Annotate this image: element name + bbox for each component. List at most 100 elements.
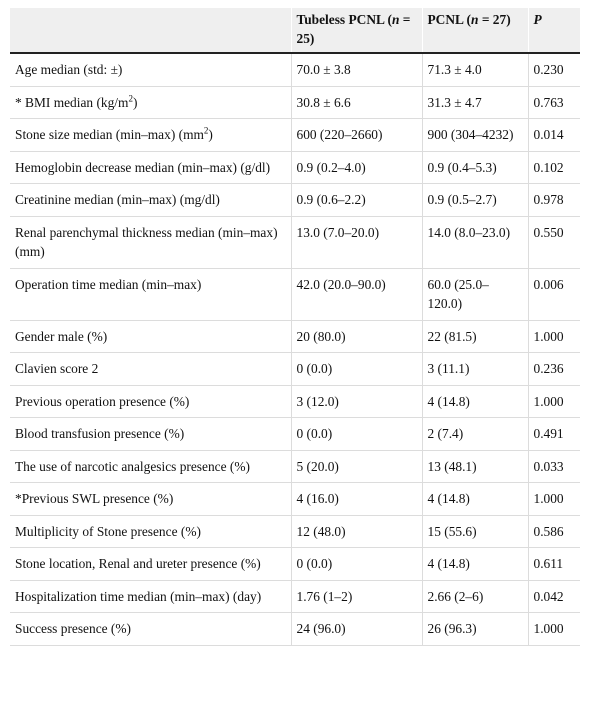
- cell-tubeless-pcnl: 1.76 (1–2): [290, 580, 422, 613]
- cell-tubeless-pcnl: 3 (12.0): [290, 385, 422, 418]
- cell-tubeless-pcnl: 20 (80.0): [290, 320, 422, 353]
- cell-p-value: 1.000: [527, 385, 580, 418]
- cell-pcnl: 14.0 (8.0–23.0): [421, 216, 528, 269]
- cell-p-value: 0.763: [527, 86, 580, 119]
- cell-tubeless-pcnl: 4 (16.0): [290, 482, 422, 516]
- cell-tubeless-pcnl: 0 (0.0): [290, 547, 422, 581]
- row-label-after: ): [208, 127, 213, 142]
- cell-tubeless-pcnl: 5 (20.0): [290, 450, 422, 483]
- cell-pcnl: 4 (14.8): [421, 547, 528, 581]
- row-label-after: ): [132, 94, 138, 110]
- cell-tubeless-pcnl: 0 (0.0): [290, 417, 422, 451]
- header-pcnl-suffix: = 27): [478, 12, 511, 27]
- table-row: Age median (std: ±) 70.0 ± 3.8 71.3 ± 4.0 0…: [10, 53, 580, 87]
- row-label: Age median (std: ±): [10, 53, 291, 87]
- row-label: Blood transfusion presence (%): [10, 417, 291, 451]
- row-label: Stone size median (min–max) (mm2): [10, 118, 291, 152]
- cell-p-value: 0.491: [527, 417, 580, 451]
- cell-p-value: 0.042: [527, 580, 580, 613]
- row-label: Hospitalization time median (min–max) (d…: [10, 580, 291, 613]
- cell-tubeless-pcnl: 0.9 (0.2–4.0): [290, 151, 422, 184]
- cell-tubeless-pcnl: 0.9 (0.6–2.2): [290, 183, 422, 217]
- table-row: * BMI median (kg/m2) 30.8 ± 6.6 31.3 ± 4.7…: [10, 86, 580, 119]
- row-label: Success presence (%): [10, 612, 291, 646]
- row-label-text: *Previous SWL presence (%): [15, 491, 174, 506]
- row-label-superscript: 2: [128, 93, 133, 104]
- table-row: Stone size median (min–max) (mm2) 600 (22…: [10, 118, 580, 152]
- header-pcnl-n: n: [471, 12, 479, 27]
- row-label-text: Hospitalization time median (min–max) (d…: [15, 588, 262, 604]
- cell-pcnl: 0.9 (0.4–5.3): [421, 151, 528, 184]
- comparison-table: Tubeless PCNL (n = 25) PCNL (n = 27) P A…: [10, 8, 580, 646]
- cell-p-value: 0.550: [527, 216, 580, 269]
- row-label: Gender male (%): [10, 320, 291, 353]
- cell-p-value: 1.000: [527, 612, 580, 646]
- row-label: Renal parenchymal thickness median (min–…: [10, 216, 291, 269]
- row-label-text: The use of narcotic analgesics presence …: [15, 458, 250, 474]
- header-tubeless-n: n: [392, 12, 400, 27]
- header-tubeless-prefix: Tubeless PCNL (: [296, 12, 393, 27]
- row-label-text: Stone size median (min–max) (mm: [15, 127, 204, 142]
- row-label-text: Blood transfusion presence (%): [15, 426, 185, 441]
- cell-tubeless-pcnl: 600 (220–2660): [290, 118, 422, 152]
- table-row: Stone location, Renal and ureter presenc…: [10, 547, 580, 581]
- table-row: Clavien score 2 0 (0.0) 3 (11.1) 0.236: [10, 352, 580, 386]
- table-container: Tubeless PCNL (n = 25) PCNL (n = 27) P A…: [10, 8, 580, 646]
- cell-p-value: 0.014: [527, 118, 580, 152]
- row-label-text: Previous operation presence (%): [15, 393, 190, 409]
- row-label-text: Creatinine median (min–max) (mg/dl): [15, 192, 220, 207]
- cell-pcnl: 3 (11.1): [421, 352, 528, 386]
- cell-p-value: 0.230: [527, 53, 580, 87]
- row-label: The use of narcotic analgesics presence …: [10, 450, 291, 483]
- cell-tubeless-pcnl: 24 (96.0): [290, 612, 422, 646]
- row-label-text: Operation time median (min–max): [15, 276, 202, 292]
- cell-pcnl: 13 (48.1): [421, 450, 528, 483]
- cell-pcnl: 2 (7.4): [421, 417, 528, 451]
- cell-p-value: 0.236: [527, 352, 580, 386]
- table-row: Gender male (%) 20 (80.0) 22 (81.5) 1.000: [10, 320, 580, 353]
- cell-pcnl: 15 (55.6): [421, 515, 528, 548]
- cell-p-value: 0.611: [527, 547, 580, 581]
- cell-tubeless-pcnl: 12 (48.0): [290, 515, 422, 548]
- cell-pcnl: 900 (304–4232): [421, 118, 528, 152]
- row-label-text: Stone location, Renal and ureter presenc…: [15, 556, 261, 571]
- table-row: Hemoglobin decrease median (min–max) (g/…: [10, 151, 580, 184]
- header-tubeless-suffix: = 25): [296, 12, 411, 46]
- row-label-text: * BMI median (kg/m: [15, 94, 129, 110]
- table-header: Tubeless PCNL (n = 25) PCNL (n = 27) P: [10, 8, 580, 53]
- row-label-text: Age median (std: ±): [15, 62, 123, 77]
- table-row: Multiplicity of Stone presence (%) 12 (48…: [10, 515, 580, 548]
- row-label-text: Multiplicity of Stone presence (%): [15, 523, 201, 539]
- cell-pcnl: 22 (81.5): [421, 320, 528, 353]
- table-row: Creatinine median (min–max) (mg/dl) 0.9 (…: [10, 183, 580, 217]
- row-label-text: Gender male (%): [15, 328, 108, 344]
- header-pcnl-prefix: PCNL (: [427, 12, 472, 27]
- table-row: Success presence (%) 24 (96.0) 26 (96.3) 1.…: [10, 612, 580, 646]
- table-row: The use of narcotic analgesics presence …: [10, 450, 580, 483]
- table-row: Previous operation presence (%) 3 (12.0) 4…: [10, 385, 580, 418]
- cell-p-value: 0.586: [527, 515, 580, 548]
- cell-p-value: 0.102: [527, 151, 580, 184]
- table-row: *Previous SWL presence (%) 4 (16.0) 4 (14.…: [10, 482, 580, 516]
- cell-p-value: 1.000: [527, 482, 580, 516]
- cell-pcnl: 4 (14.8): [421, 482, 528, 516]
- cell-pcnl: 26 (96.3): [421, 612, 528, 646]
- row-label-text: Success presence (%): [15, 621, 131, 636]
- row-label-text: Renal parenchymal thickness median (min–…: [15, 224, 278, 260]
- row-label: Clavien score 2: [10, 352, 291, 386]
- row-label-text: Hemoglobin decrease median (min–max) (g/…: [15, 159, 271, 175]
- row-label: Operation time median (min–max): [10, 268, 291, 321]
- row-label: Multiplicity of Stone presence (%): [10, 515, 291, 548]
- row-label: *Previous SWL presence (%): [10, 482, 291, 516]
- header-p-value: P: [527, 8, 580, 53]
- cell-p-value: 1.000: [527, 320, 580, 353]
- table-row: Blood transfusion presence (%) 0 (0.0) 2 (…: [10, 417, 580, 451]
- table-row: Hospitalization time median (min–max) (d…: [10, 580, 580, 613]
- cell-pcnl: 60.0 (25.0–120.0): [421, 268, 528, 321]
- table-row: Operation time median (min–max) 42.0 (20.…: [10, 268, 580, 321]
- row-label: Creatinine median (min–max) (mg/dl): [10, 183, 291, 217]
- cell-pcnl: 0.9 (0.5–2.7): [421, 183, 528, 217]
- cell-tubeless-pcnl: 42.0 (20.0–90.0): [290, 268, 422, 321]
- cell-p-value: 0.006: [527, 268, 580, 321]
- header-row: Tubeless PCNL (n = 25) PCNL (n = 27) P: [10, 8, 580, 53]
